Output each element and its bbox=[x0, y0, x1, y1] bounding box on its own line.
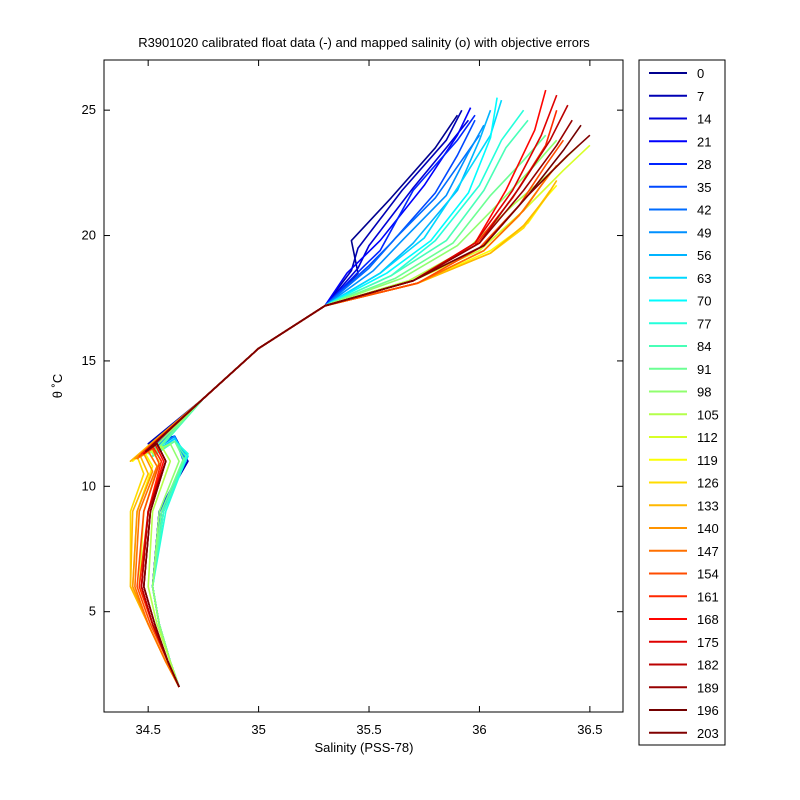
y-tick-label: 10 bbox=[82, 478, 96, 493]
legend-label-28: 28 bbox=[697, 157, 711, 172]
legend-label-112: 112 bbox=[697, 430, 718, 445]
legend-label-42: 42 bbox=[697, 203, 711, 218]
legend-box bbox=[638, 59, 726, 746]
legend-label-70: 70 bbox=[697, 294, 711, 309]
x-tick-label: 36.5 bbox=[577, 722, 602, 737]
legend-label-168: 168 bbox=[697, 612, 719, 627]
y-axis: 5 10 15 20 25 bbox=[82, 102, 623, 619]
legend-label-133: 133 bbox=[697, 498, 719, 513]
legend-label-63: 63 bbox=[697, 271, 711, 286]
legend-label-0: 0 bbox=[697, 66, 704, 81]
legend-label-35: 35 bbox=[697, 180, 711, 195]
chart-title: R3901020 calibrated float data (-) and m… bbox=[138, 35, 590, 50]
y-tick-label: 20 bbox=[82, 228, 96, 243]
legend-label-56: 56 bbox=[697, 248, 711, 263]
legend-label-126: 126 bbox=[697, 476, 719, 491]
legend-label-21: 21 bbox=[697, 134, 711, 149]
legend-label-189: 189 bbox=[697, 680, 719, 695]
legend-label-196: 196 bbox=[697, 703, 719, 718]
legend-label-49: 49 bbox=[697, 225, 711, 240]
legend-label-182: 182 bbox=[697, 658, 719, 673]
x-tick-label: 34.5 bbox=[136, 722, 161, 737]
plot-area bbox=[103, 59, 624, 713]
legend-label-119: 119 bbox=[697, 453, 718, 468]
legend: 0 7 14 21 28 35 42 49 56 63 70 77 84 91 98 105 112 119 126… bbox=[638, 59, 726, 746]
legend-label-140: 140 bbox=[697, 521, 719, 536]
legend-label-175: 175 bbox=[697, 635, 719, 650]
legend-label-203: 203 bbox=[697, 726, 719, 741]
x-tick-label: 35.5 bbox=[356, 722, 381, 737]
series-line-203 bbox=[143, 134, 591, 688]
y-axis-label: θ ˚C bbox=[50, 374, 65, 399]
legend-label-154: 154 bbox=[697, 567, 719, 582]
legend-label-161: 161 bbox=[697, 589, 719, 604]
y-tick-label: 25 bbox=[82, 102, 96, 117]
x-tick-label: 36 bbox=[472, 722, 486, 737]
legend-label-14: 14 bbox=[697, 112, 711, 127]
x-axis: 34.5 35 35.5 36 36.5 bbox=[136, 60, 603, 737]
legend-label-77: 77 bbox=[697, 316, 711, 331]
legend-label-84: 84 bbox=[697, 339, 711, 354]
series-layer bbox=[129, 89, 591, 688]
series-line-98 bbox=[147, 139, 558, 688]
x-axis-label: Salinity (PSS-78) bbox=[315, 740, 414, 755]
legend-label-91: 91 bbox=[697, 362, 711, 377]
x-tick-label: 35 bbox=[251, 722, 265, 737]
legend-label-7: 7 bbox=[697, 89, 704, 104]
legend-label-147: 147 bbox=[697, 544, 719, 559]
y-tick-label: 5 bbox=[89, 604, 96, 619]
legend-label-105: 105 bbox=[697, 407, 719, 422]
legend-label-98: 98 bbox=[697, 385, 711, 400]
y-tick-label: 15 bbox=[82, 353, 96, 368]
